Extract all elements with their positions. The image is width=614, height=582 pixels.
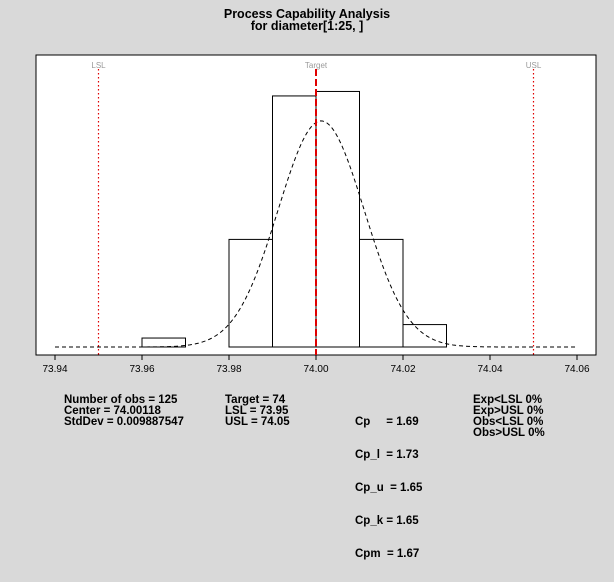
usl-label: USL: [526, 61, 542, 70]
x-tick-label: 74.00: [303, 364, 328, 375]
histogram-bar: [359, 238, 404, 348]
target-label: Target: [305, 61, 328, 70]
stats-col3: Cp = 1.69 Cp_l = 1.73 Cp_u = 1.65 Cp_k =…: [355, 395, 422, 582]
stat-cpm: Cpm = 1.67: [355, 548, 420, 560]
stat-obs-usl: Obs>USL 0%: [473, 427, 545, 439]
stat-cp: Cp = 1.69: [355, 416, 419, 428]
stats-col4: Exp<LSL 0% Exp>USL 0% Obs<LSL 0% Obs>USL…: [473, 394, 545, 439]
histogram-bar: [272, 95, 317, 348]
stat-usl: USL = 74.05: [225, 416, 290, 428]
stat-lsl: LSL = 73.95: [225, 405, 289, 417]
stat-cp-l: Cp_l = 1.73: [355, 449, 419, 461]
spec-lines: LSL Target USL: [91, 61, 542, 355]
stat-exp-usl: Exp>USL 0%: [473, 405, 544, 417]
stat-n-obs: Number of obs = 125: [64, 394, 178, 406]
chart-title: Process Capability Analysis: [223, 7, 391, 21]
stats-col1: Number of obs = 125 Center = 74.00118 St…: [64, 394, 184, 428]
stats-col2: Target = 74 LSL = 73.95 USL = 74.05: [225, 394, 290, 428]
capability-chart: Process Capability Analysis for diameter…: [35, 7, 597, 560]
histogram-bar: [228, 238, 273, 348]
stat-center: Center = 74.00118: [64, 405, 161, 417]
x-tick-label: 73.94: [42, 364, 67, 375]
histogram-plot: LSL Target USL 73.94 73.96 73.98 74.00 74.02 74…: [35, 54, 597, 375]
stat-stddev: StdDev = 0.009887547: [64, 416, 184, 428]
lsl-label: LSL: [91, 61, 106, 70]
stat-exp-lsl: Exp<LSL 0%: [473, 394, 543, 406]
x-tick-label: 74.06: [564, 364, 589, 375]
stat-cp-u: Cp_u = 1.65: [355, 482, 423, 494]
stat-target: Target = 74: [225, 394, 286, 406]
histogram-bars: [141, 90, 447, 348]
x-tick-label: 73.98: [216, 364, 241, 375]
x-tick-label: 74.02: [390, 364, 415, 375]
stat-obs-lsl: Obs<LSL 0%: [473, 416, 544, 428]
x-tick-label: 74.04: [477, 364, 502, 375]
chart-subtitle: for diameter[1:25, ]: [250, 19, 364, 33]
histogram-bar: [315, 90, 360, 348]
histogram-bar: [141, 337, 186, 348]
x-tick-label: 73.96: [129, 364, 154, 375]
stat-cp-k: Cp_k = 1.65: [355, 515, 419, 527]
histogram-bar: [402, 324, 447, 348]
x-axis: 73.94 73.96 73.98 74.00 74.02 74.04 74.06: [42, 355, 590, 375]
